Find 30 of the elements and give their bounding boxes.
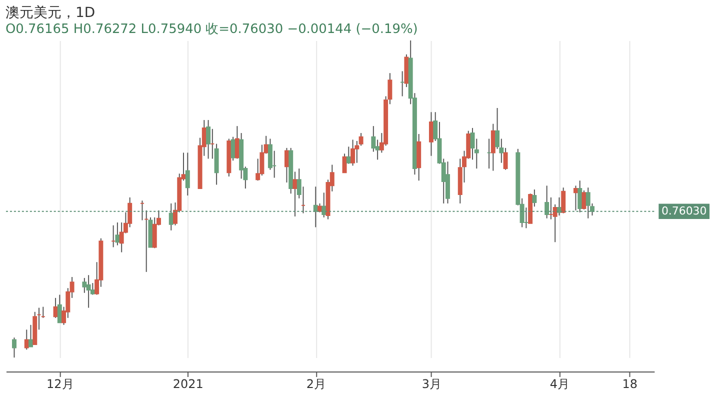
candlestick bbox=[346, 146, 351, 164]
candlestick bbox=[115, 222, 120, 246]
candlestick bbox=[292, 171, 298, 217]
candlestick bbox=[12, 337, 16, 358]
candlestick bbox=[206, 120, 211, 160]
candlestick bbox=[428, 112, 434, 156]
candlestick bbox=[86, 274, 91, 308]
candlestick bbox=[28, 324, 33, 348]
candlestick bbox=[573, 185, 578, 211]
candlestick bbox=[119, 222, 124, 253]
candlestick bbox=[578, 180, 582, 213]
x-tick-label: 2月 bbox=[306, 376, 326, 391]
chart-title: 澳元美元，1D bbox=[5, 5, 96, 22]
candlestick bbox=[544, 185, 550, 219]
candlestick bbox=[57, 294, 62, 324]
candlestick bbox=[350, 139, 356, 166]
candlestick bbox=[532, 188, 537, 208]
chart-subtitle: O0.76165 H0.76272 L0.75940 收=0.76030 −0.00144 (−0.19%) bbox=[5, 22, 418, 37]
candlestick bbox=[561, 187, 566, 214]
x-tick-label: 3月 bbox=[422, 376, 442, 391]
x-tick-label: 4月 bbox=[550, 376, 570, 391]
candlestick bbox=[185, 152, 190, 196]
x-tick-label: 12月 bbox=[46, 376, 74, 391]
candlestick bbox=[586, 187, 590, 219]
candlestick bbox=[322, 192, 326, 218]
x-tick-label: 2021 bbox=[172, 376, 204, 391]
candlestick bbox=[168, 202, 174, 231]
candlestick bbox=[445, 161, 450, 204]
x-tick-label: 18 bbox=[622, 376, 638, 391]
text: 0.76030 bbox=[661, 204, 707, 218]
